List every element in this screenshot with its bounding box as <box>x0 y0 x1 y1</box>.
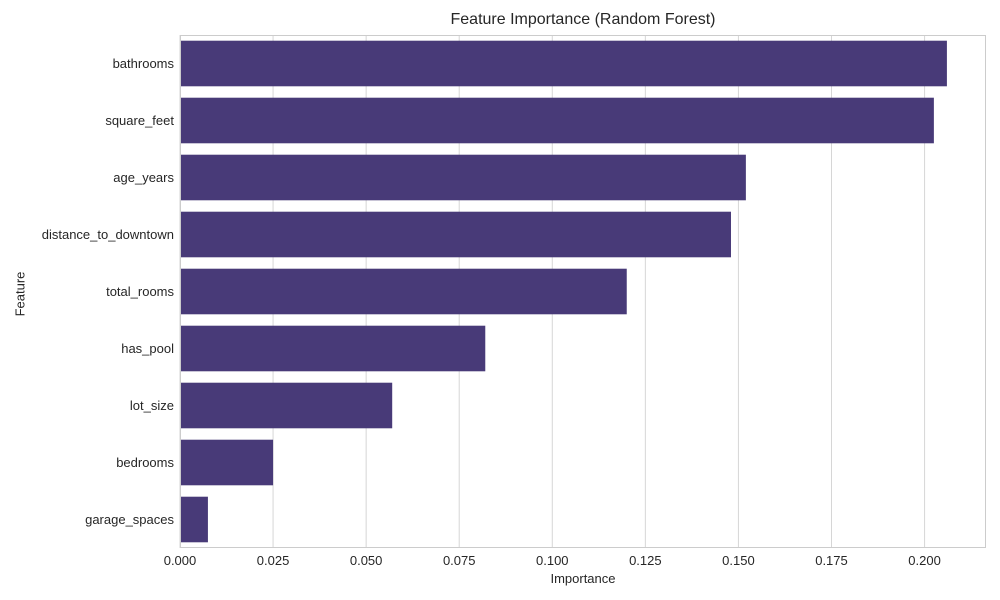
y-axis-label: Feature <box>12 271 28 317</box>
y-tick-label: garage_spaces <box>85 512 174 527</box>
x-axis-label: Importance <box>550 571 616 586</box>
x-tick-label: 0.050 <box>350 553 383 568</box>
bar-has_pool <box>180 325 486 372</box>
bar-distance_to_downtown <box>180 211 731 258</box>
y-tick-label: lot_size <box>130 398 174 413</box>
y-tick-label: age_years <box>113 170 174 185</box>
x-tick-label: 0.000 <box>164 553 197 568</box>
y-tick-label: bathrooms <box>113 56 175 71</box>
x-tick-label: 0.200 <box>908 553 941 568</box>
y-tick-label: total_rooms <box>106 284 174 299</box>
y-tick-label: has_pool <box>121 341 174 356</box>
x-tick-label: 0.150 <box>722 553 755 568</box>
x-tick-label: 0.125 <box>629 553 662 568</box>
x-tick-label: 0.025 <box>257 553 290 568</box>
bar-square_feet <box>180 97 934 144</box>
bar-total_rooms <box>180 268 627 315</box>
axes-frame <box>180 35 986 548</box>
bar-bathrooms <box>180 40 947 87</box>
y-tick-label: bedrooms <box>116 455 174 470</box>
y-tick-label: distance_to_downtown <box>42 227 174 242</box>
bar-age_years <box>180 154 746 201</box>
x-tick-label: 0.100 <box>536 553 569 568</box>
x-tick-label: 0.175 <box>815 553 848 568</box>
bar-garage_spaces <box>180 496 208 543</box>
x-tick-label: 0.075 <box>443 553 476 568</box>
bar-bedrooms <box>180 439 274 486</box>
chart-title: Feature Importance (Random Forest) <box>450 11 716 28</box>
y-tick-label: square_feet <box>105 113 174 128</box>
bar-lot_size <box>180 382 393 429</box>
